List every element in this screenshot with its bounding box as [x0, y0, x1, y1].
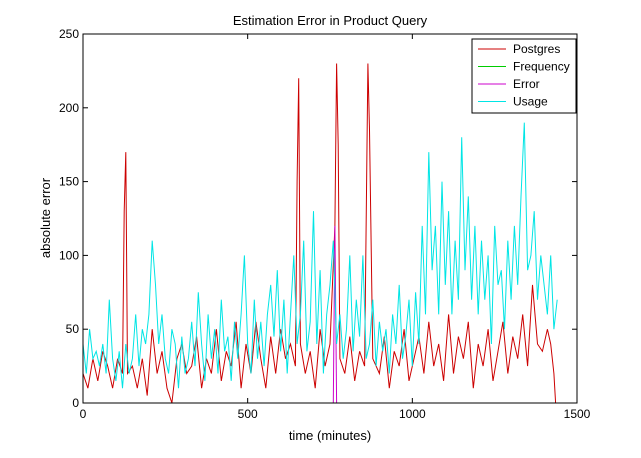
legend-box — [471, 38, 577, 114]
y-tick-label: 50 — [66, 322, 80, 336]
y-tick-label: 200 — [59, 101, 79, 115]
x-tick-label: 1500 — [564, 407, 591, 421]
legend-label-postgres: Postgres — [513, 42, 560, 56]
legend-label-usage: Usage — [513, 95, 548, 109]
y-axis-label: absolute error — [38, 177, 53, 258]
series-line-error — [332, 225, 338, 404]
legend-label-error: Error — [513, 77, 540, 91]
series-line-postgres — [82, 63, 557, 404]
plot-area: 0 500 1000 1500 0 50 100 150 200 250 Postgres Frequ… — [59, 27, 591, 421]
series-line-usage — [82, 122, 558, 389]
x-tick-label: 500 — [238, 407, 258, 421]
y-tick-label: 150 — [59, 175, 79, 189]
y-tick-label: 100 — [59, 248, 79, 262]
series-group — [82, 63, 558, 404]
x-tick-label: 1000 — [399, 407, 426, 421]
legend-label-frequency: Frequency — [513, 60, 570, 74]
plot-frame — [82, 33, 578, 404]
y-tick-label: 0 — [72, 396, 79, 410]
legend: Postgres Frequency Error Usage — [471, 38, 577, 114]
chart-title: Estimation Error in Product Query — [233, 13, 428, 28]
x-axis-label: time (minutes) — [289, 428, 371, 443]
y-tick-label: 250 — [59, 27, 79, 41]
x-tick-label: 0 — [80, 407, 87, 421]
